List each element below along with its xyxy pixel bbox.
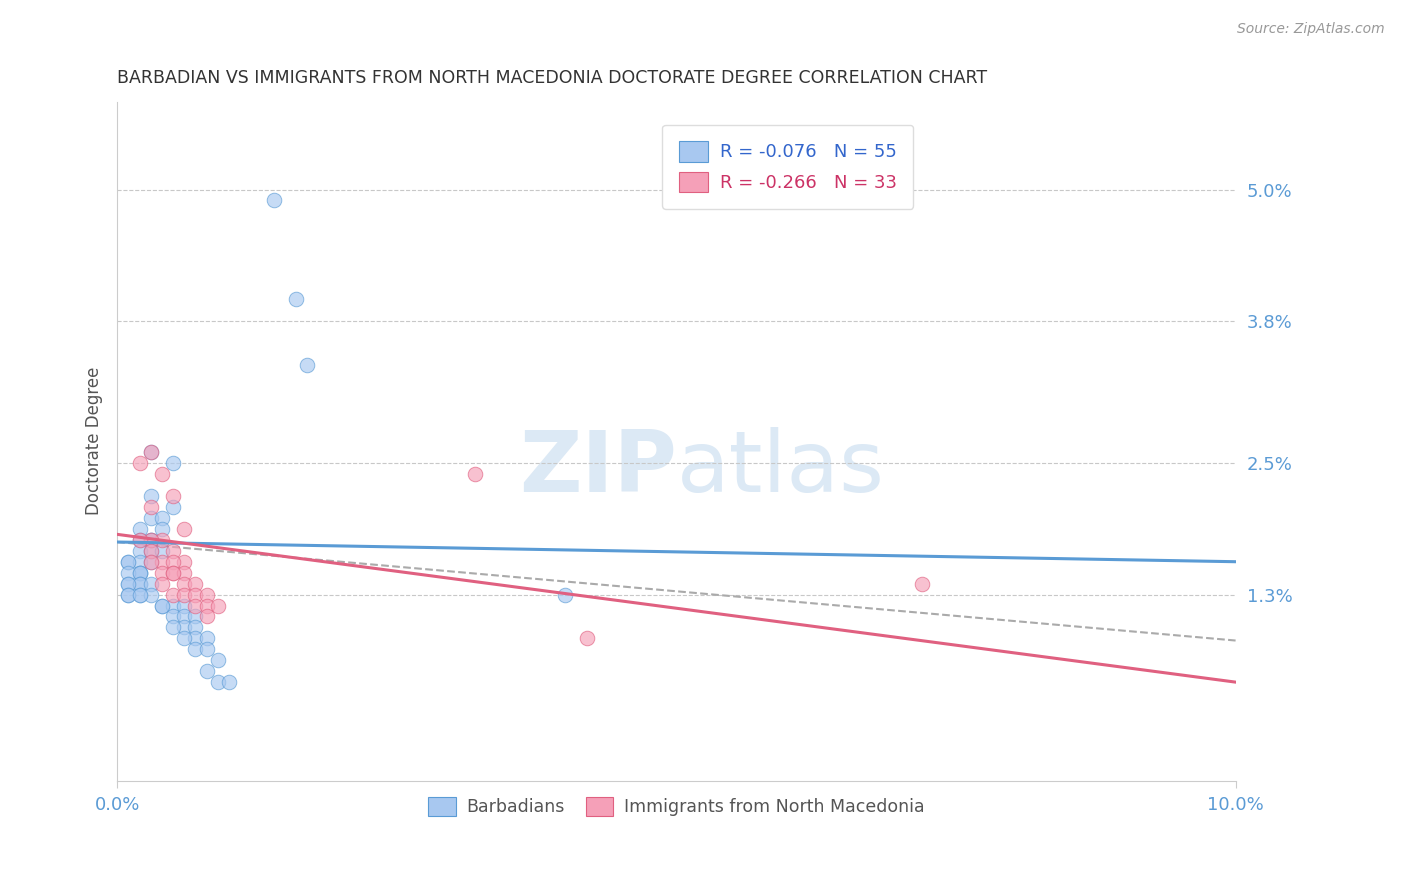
Point [128, 588, 150, 602]
Text: Source: ZipAtlas.com: Source: ZipAtlas.com [1237, 22, 1385, 37]
Point [218, 675, 240, 690]
Point [195, 664, 218, 678]
Point [207, 675, 229, 690]
Point [150, 543, 173, 558]
Point [464, 467, 486, 482]
Point [184, 620, 207, 634]
Point [150, 599, 173, 613]
Point [128, 533, 150, 547]
Point [162, 555, 184, 569]
Point [195, 599, 218, 613]
Point [184, 609, 207, 624]
Point [184, 599, 207, 613]
Point [139, 543, 162, 558]
Point [173, 609, 195, 624]
Point [207, 599, 229, 613]
Point [162, 456, 184, 470]
Point [139, 533, 162, 547]
Point [173, 576, 195, 591]
Point [285, 292, 308, 306]
Point [150, 467, 173, 482]
Point [207, 653, 229, 667]
Point [184, 632, 207, 646]
Point [128, 566, 150, 580]
Point [139, 576, 162, 591]
Point [117, 588, 139, 602]
Point [184, 642, 207, 657]
Legend: Barbadians, Immigrants from North Macedonia: Barbadians, Immigrants from North Macedo… [422, 789, 931, 822]
Point [128, 566, 150, 580]
Point [139, 543, 162, 558]
Point [128, 522, 150, 536]
Point [173, 555, 195, 569]
Point [162, 566, 184, 580]
Point [150, 566, 173, 580]
Point [128, 533, 150, 547]
Point [162, 588, 184, 602]
Point [139, 555, 162, 569]
Point [128, 576, 150, 591]
Point [162, 599, 184, 613]
Text: atlas: atlas [676, 427, 884, 510]
Point [173, 620, 195, 634]
Point [128, 456, 150, 470]
Point [173, 522, 195, 536]
Point [184, 576, 207, 591]
Point [139, 445, 162, 459]
Point [139, 533, 162, 547]
Point [150, 533, 173, 547]
Text: ZIP: ZIP [519, 427, 676, 510]
Point [162, 500, 184, 514]
Point [911, 576, 934, 591]
Point [117, 576, 139, 591]
Point [150, 555, 173, 569]
Point [128, 555, 150, 569]
Point [195, 632, 218, 646]
Point [162, 609, 184, 624]
Point [554, 588, 576, 602]
Point [173, 566, 195, 580]
Point [128, 543, 150, 558]
Point [184, 588, 207, 602]
Point [139, 489, 162, 503]
Point [139, 500, 162, 514]
Point [162, 489, 184, 503]
Point [139, 533, 162, 547]
Point [297, 358, 319, 372]
Point [162, 620, 184, 634]
Point [195, 642, 218, 657]
Point [117, 555, 139, 569]
Point [117, 555, 139, 569]
Point [128, 566, 150, 580]
Point [117, 576, 139, 591]
Y-axis label: Doctorate Degree: Doctorate Degree [86, 368, 103, 516]
Point [139, 555, 162, 569]
Text: BARBADIAN VS IMMIGRANTS FROM NORTH MACEDONIA DOCTORATE DEGREE CORRELATION CHART: BARBADIAN VS IMMIGRANTS FROM NORTH MACED… [117, 69, 987, 87]
Point [162, 566, 184, 580]
Point [117, 588, 139, 602]
Point [139, 588, 162, 602]
Point [139, 511, 162, 525]
Point [195, 588, 218, 602]
Point [173, 588, 195, 602]
Point [117, 566, 139, 580]
Point [150, 511, 173, 525]
Point [173, 632, 195, 646]
Point [150, 522, 173, 536]
Point [128, 588, 150, 602]
Point [195, 609, 218, 624]
Point [150, 599, 173, 613]
Point [150, 576, 173, 591]
Point [173, 599, 195, 613]
Point [575, 632, 598, 646]
Point [162, 543, 184, 558]
Point [263, 194, 285, 208]
Point [139, 445, 162, 459]
Point [128, 576, 150, 591]
